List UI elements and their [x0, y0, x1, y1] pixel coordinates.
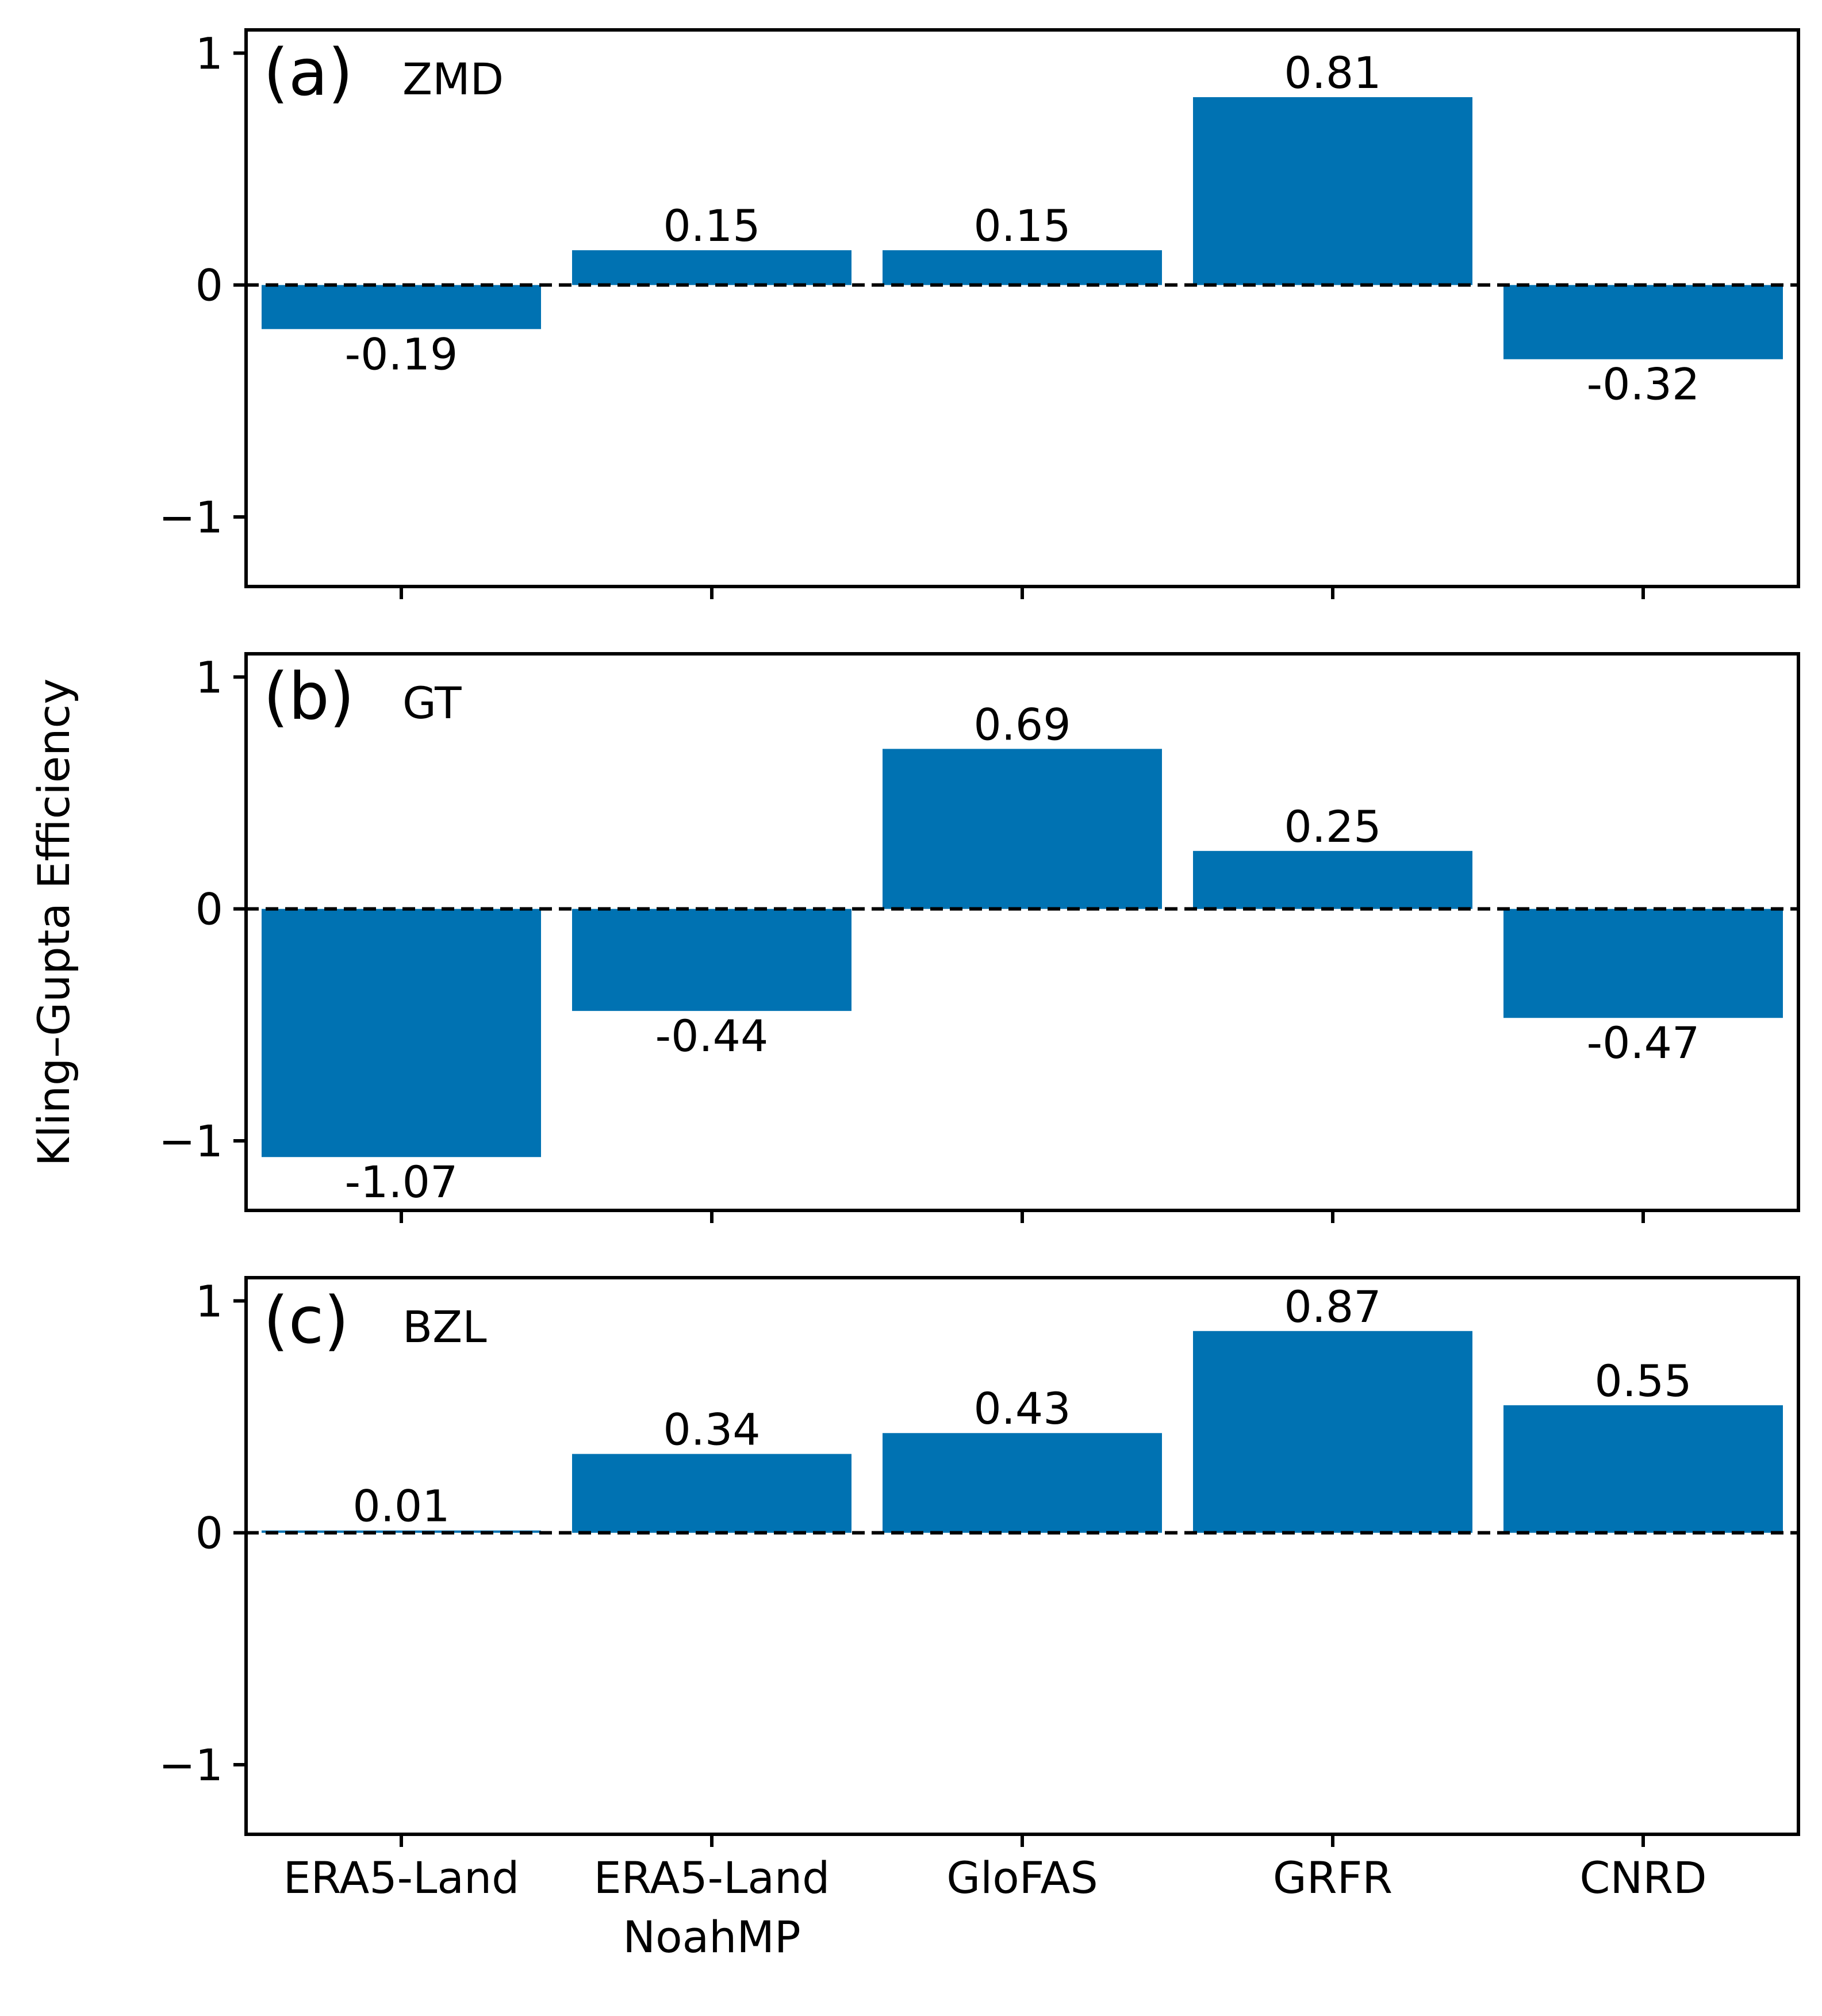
y-tick-label: −1: [159, 492, 223, 543]
bar-bzl-4: [1193, 1331, 1472, 1533]
chart-panels: -0.19 0.15 0.15 0.81 -0.32 1 0 −1 (a) ZMD -1.07 -0.…: [159, 28, 1800, 1847]
value-label: 0.81: [1284, 47, 1381, 98]
y-tick-label: 1: [195, 651, 223, 703]
x-category-label-line2: NoahMP: [623, 1911, 801, 1963]
bar-zmd-3: [883, 250, 1162, 285]
panel-bzl: 0.01 0.34 0.43 0.87 0.55 1 0 −1 (c) BZL: [159, 1275, 1800, 1847]
value-label: 0.55: [1594, 1355, 1691, 1406]
value-label: -1.07: [345, 1156, 458, 1208]
x-category-label: ERA5-Land: [594, 1852, 830, 1903]
value-label: 0.34: [663, 1404, 760, 1455]
value-label: -0.44: [655, 1010, 769, 1061]
panel-letter: (b): [263, 660, 354, 734]
x-category-label: ERA5-Land: [283, 1852, 520, 1903]
bar-gt-5: [1503, 909, 1783, 1018]
value-label: -0.47: [1587, 1017, 1700, 1068]
panel-letter: (c): [263, 1283, 349, 1358]
y-tick-label: 1: [195, 1275, 223, 1327]
value-label: 0.87: [1284, 1281, 1381, 1332]
y-tick-label: 0: [195, 1508, 223, 1559]
x-category-label: GRFR: [1273, 1852, 1393, 1903]
panel-zmd: -0.19 0.15 0.15 0.81 -0.32 1 0 −1 (a) ZMD: [159, 28, 1800, 599]
panel-name: ZMD: [402, 53, 504, 105]
y-tick-label: −1: [159, 1739, 223, 1791]
panel-gt: -1.07 -0.44 0.69 0.25 -0.47 1 0 −1 (b) GT: [159, 651, 1800, 1223]
value-label: 0.15: [973, 200, 1071, 251]
x-category-label: CNRD: [1579, 1852, 1706, 1903]
bar-bzl-2: [572, 1454, 851, 1533]
bar-gt-3: [883, 749, 1162, 909]
bar-zmd-4: [1193, 97, 1472, 285]
bar-bzl-3: [883, 1433, 1162, 1533]
y-tick-label: 0: [195, 260, 223, 311]
value-label: 0.01: [352, 1481, 450, 1532]
panel-letter: (a): [263, 36, 353, 110]
x-axis-category-labels: ERA5-Land ERA5-Land NoahMP GloFAS GRFR CNRD: [283, 1852, 1707, 1963]
value-label: 0.43: [973, 1383, 1071, 1434]
bar-zmd-1: [262, 285, 541, 329]
panel-name: BZL: [402, 1301, 487, 1352]
value-label: 0.15: [663, 200, 760, 251]
value-label: 0.25: [1284, 801, 1381, 852]
bar-bzl-5: [1503, 1405, 1783, 1533]
bar-gt-1: [262, 909, 541, 1158]
bar-zmd-2: [572, 250, 851, 285]
y-tick-label: 0: [195, 884, 223, 935]
bar-gt-4: [1193, 850, 1472, 909]
bar-zmd-5: [1503, 285, 1783, 359]
panel-name: GT: [402, 677, 462, 729]
bar-gt-2: [572, 909, 851, 1011]
x-category-label: GloFAS: [946, 1852, 1098, 1903]
y-tick-label: 1: [195, 28, 223, 79]
value-label: -0.32: [1587, 359, 1700, 410]
bar-bzl-1: [262, 1530, 541, 1533]
value-label: -0.19: [345, 328, 458, 380]
y-axis-label: Kling–Gupta Efficiency: [28, 679, 79, 1166]
y-tick-label: −1: [159, 1116, 223, 1167]
value-label: 0.69: [973, 699, 1071, 750]
axes-frame: [244, 1276, 1800, 1836]
